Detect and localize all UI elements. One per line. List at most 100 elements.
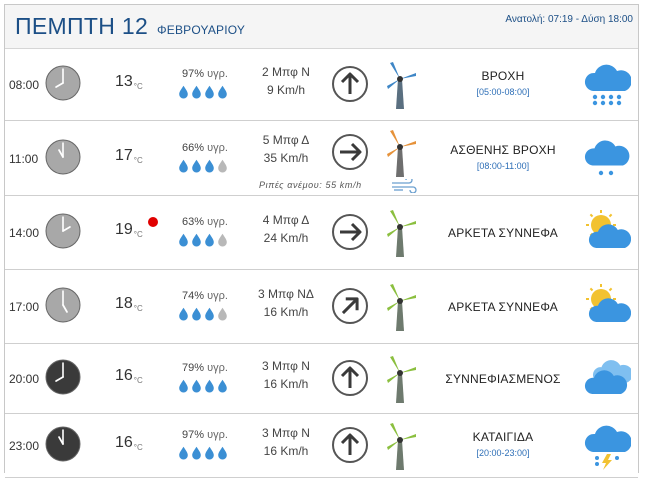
time-range-link[interactable]: [20:00-23:00] <box>476 448 530 458</box>
humidity: 97% υγρ. <box>175 429 235 441</box>
humidity-drops <box>178 233 234 249</box>
time-label: 08:00 <box>9 78 40 92</box>
temperature: 16°C <box>115 367 165 385</box>
right-arrow-icon <box>331 213 369 251</box>
up-arrow-icon <box>331 359 369 397</box>
up-arrow-icon <box>331 426 369 464</box>
beaufort-label: 3 Μπφ Ν <box>262 359 310 373</box>
humidity-drop-icon <box>191 85 202 99</box>
time-label: 17:00 <box>9 300 40 314</box>
humidity-drops <box>178 85 234 101</box>
humidity-value: 74% <box>182 290 205 302</box>
humidity-unit: υγρ. <box>207 68 228 80</box>
humidity-drop-icon <box>178 233 189 247</box>
green-wind-turbine-icon <box>380 281 420 333</box>
temperature-unit: °C <box>133 230 143 239</box>
humidity-drop-icon <box>191 159 202 173</box>
orange-wind-turbine-icon <box>380 127 420 179</box>
humidity-unit: υγρ. <box>207 216 228 228</box>
temperature: 16°C <box>115 434 165 452</box>
up-right-arrow-icon <box>331 287 369 325</box>
temperature-value: 16 <box>115 367 133 384</box>
beaufort-label: 2 Μπφ Ν <box>262 65 310 79</box>
humidity-drop-icon <box>178 159 189 173</box>
humidity-drop-icon <box>204 307 215 321</box>
humidity-drop-icon <box>178 446 189 460</box>
humidity-drop-icon <box>178 85 189 99</box>
humidity-drop-icon <box>217 446 228 460</box>
time-label: 23:00 <box>9 439 40 453</box>
time-label: 14:00 <box>9 226 40 240</box>
wind-speed-label: 16 Km/h <box>263 305 309 319</box>
humidity: 66% υγρ. <box>175 142 235 154</box>
sunrise-sunset-label: Ανατολή: 07:19 - Δύση 18:00 <box>505 14 633 25</box>
forecast-panel: ΠΕΜΠΤΗ 12 ΦΕΒΡΟΥΑΡΙΟΥ Ανατολή: 07:19 - Δ… <box>4 4 639 478</box>
temperature: 13°C <box>115 73 165 91</box>
humidity-drop-icon <box>204 85 215 99</box>
humidity-drop-icon <box>217 307 228 321</box>
month-label: ΦΕΒΡΟΥΑΡΙΟΥ <box>157 23 246 37</box>
humidity-unit: υγρ. <box>207 429 228 441</box>
partly-cloudy-icon <box>583 283 631 331</box>
humidity-drops <box>178 307 234 323</box>
humidity-drop-icon <box>217 379 228 393</box>
humidity-drop-icon <box>217 233 228 247</box>
humidity: 79% υγρ. <box>175 362 235 374</box>
wind-speed-label: 9 Km/h <box>266 83 305 97</box>
temperature-unit: °C <box>133 155 143 165</box>
temperature-unit: °C <box>133 304 143 313</box>
humidity-value: 97% <box>182 68 205 80</box>
clock-icon <box>45 287 81 323</box>
temperature: 19°C <box>115 221 165 239</box>
right-arrow-icon <box>331 133 369 171</box>
green-wind-turbine-icon <box>380 353 420 405</box>
beaufort-label: 4 Μπφ Δ <box>262 213 310 227</box>
weather-description: ΣΥΝΝΕΦΙΑΣΜΕΝΟΣ <box>445 372 561 386</box>
humidity-drop-icon <box>204 159 215 173</box>
thunderstorm-icon <box>583 422 631 470</box>
humidity-value: 97% <box>182 429 205 441</box>
green-wind-turbine-icon <box>380 420 420 472</box>
hour-row: 08:00 13°C 97% υγρ. 2 Μπφ Ν 9 Km/h ΒΡΟΧΗ [05:0… <box>5 49 638 121</box>
humidity-drop-icon <box>191 379 202 393</box>
time-label: 11:00 <box>9 151 39 166</box>
weather-description: ΑΡΚΕΤΑ ΣΥΝΝΕΦΑ <box>448 226 558 240</box>
temperature: 18°C <box>115 295 165 313</box>
beaufort-label: 3 Μπφ Ν <box>262 426 310 440</box>
humidity-unit: υγρ. <box>207 290 228 302</box>
cloudy-icon <box>583 355 631 403</box>
weather-description: ΑΣΘΕΝΗΣ ΒΡΟΧΗ <box>450 142 556 157</box>
wind-speed-label: 16 Km/h <box>263 377 309 391</box>
temperature-value: 13 <box>115 73 133 90</box>
hour-row: 20:00 16°C 79% υγρ. 3 Μπφ Ν 16 Km/h ΣΥΝΝΕΦΙΑΣ… <box>5 344 638 414</box>
time-label: 20:00 <box>9 372 40 386</box>
humidity-drop-icon <box>191 307 202 321</box>
hour-row: 14:00 19°C 63% υγρ. 4 Μπφ Δ 24 Km/h ΑΡΚΕΤΑ ΣΥ… <box>5 196 638 270</box>
humidity-drops <box>178 446 234 462</box>
beaufort-label: 3 Μπφ ΝΔ <box>258 287 314 301</box>
blue-wind-turbine-icon <box>380 59 420 111</box>
humidity-drop-icon <box>191 233 202 247</box>
hour-row: 23:00 16°C 97% υγρ. 3 Μπφ Ν 16 Km/h ΚΑΤΑΙΓΙΔΑ… <box>5 414 638 478</box>
time-range-link[interactable]: [08:00-11:00] <box>476 160 530 171</box>
temperature-value: 16 <box>115 434 133 451</box>
humidity-value: 66% <box>182 141 205 154</box>
wind-gust-label: Ριπές ανέμου: 55 km/h <box>259 179 362 190</box>
humidity-drop-icon <box>204 233 215 247</box>
humidity: 63% υγρ. <box>175 216 235 228</box>
weather-description: ΑΡΚΕΤΑ ΣΥΝΝΕΦΑ <box>448 300 558 314</box>
high-temperature-dot <box>148 217 158 227</box>
clock-icon <box>45 426 81 462</box>
humidity-value: 79% <box>182 362 205 374</box>
wind-speed-label: 16 Km/h <box>263 444 309 458</box>
day-title: ΠΕΜΠΤΗ 12 <box>15 13 149 39</box>
time-range-link[interactable]: [05:00-08:00] <box>476 87 530 97</box>
humidity-drop-icon <box>217 85 228 99</box>
humidity-drops <box>178 159 234 175</box>
temperature-value: 17 <box>115 146 133 164</box>
weather-description: ΒΡΟΧΗ <box>481 69 525 83</box>
humidity: 97% υγρ. <box>175 68 235 80</box>
clock-icon <box>45 359 81 395</box>
humidity-drop-icon <box>217 159 228 173</box>
temperature-unit: °C <box>133 82 143 91</box>
